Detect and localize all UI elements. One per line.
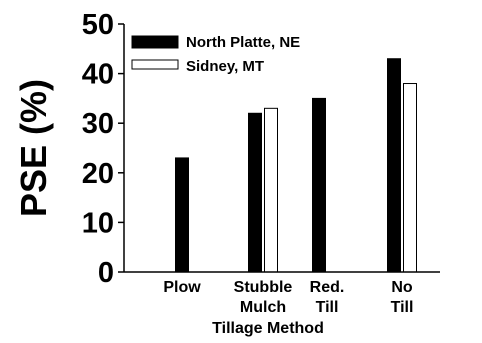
legend-label: North Platte, NE: [186, 34, 300, 51]
legend: North Platte, NE Sidney, MT: [131, 34, 300, 75]
y-axis-label: PSE (%): [13, 79, 54, 217]
y-tick-label: 50: [82, 9, 114, 41]
y-tick-label: 20: [82, 158, 114, 190]
x-tick-label: Mulch: [240, 299, 286, 316]
y-tick-label: 0: [98, 257, 114, 289]
legend-label: Sidney, MT: [186, 58, 264, 75]
bar-north-platte: [248, 112, 262, 273]
x-tick-label: Till: [391, 299, 414, 316]
y-tick-label: 30: [82, 108, 114, 140]
x-tick-label: Till: [316, 299, 339, 316]
x-tick-label: Red.: [310, 279, 345, 296]
bar-sidney: [403, 83, 417, 273]
x-axis-ticks: Plow Stubble Mulch Red. Till No Till: [163, 279, 413, 316]
legend-swatch: [131, 59, 179, 70]
y-axis-ticks: 0 10 20 30 40 50: [82, 9, 124, 289]
y-tick-label: 40: [82, 59, 114, 91]
bar-north-platte: [387, 58, 401, 273]
x-tick-label: Stubble: [234, 279, 293, 296]
bars: [175, 58, 417, 273]
bar-sidney: [264, 107, 278, 273]
y-tick-label: 10: [82, 207, 114, 239]
legend-swatch: [131, 35, 179, 49]
axes: [123, 24, 440, 273]
x-axis-label: Tillage Method: [212, 320, 324, 337]
bar-north-platte: [175, 157, 189, 273]
x-tick-label: Plow: [163, 279, 201, 296]
bar-north-platte: [312, 97, 326, 273]
x-tick-label: No: [391, 279, 413, 296]
